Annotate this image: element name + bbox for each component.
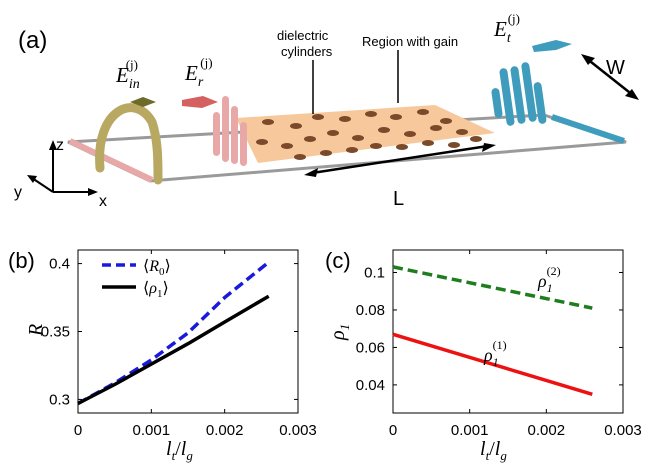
cylinder bbox=[417, 109, 429, 115]
gain-region bbox=[236, 105, 495, 163]
series-label-rho1-2: ρ1(2) bbox=[537, 264, 561, 295]
cylinder bbox=[294, 154, 306, 160]
panel-c-tag: (c) bbox=[325, 248, 351, 273]
field-t-label: Et(j) bbox=[493, 11, 520, 46]
cylinder bbox=[404, 131, 416, 137]
field-r-label: Er(j) bbox=[184, 55, 213, 90]
cylinder bbox=[378, 127, 390, 133]
length-label: L bbox=[393, 188, 404, 210]
reflected-arrow-icon bbox=[182, 96, 218, 108]
series-line-1 bbox=[77, 294, 270, 406]
cylinder bbox=[339, 116, 351, 122]
y-tick-label: 0.08 bbox=[356, 302, 385, 319]
y-tick-label: 0.06 bbox=[356, 339, 385, 356]
cylinder bbox=[320, 150, 332, 156]
axis-z-label: z bbox=[56, 137, 64, 154]
series-line-1 bbox=[392, 332, 593, 396]
cylinder bbox=[290, 123, 302, 129]
cylinder bbox=[352, 135, 364, 141]
axis-x-label: x bbox=[99, 193, 107, 210]
width-label: W bbox=[606, 57, 625, 79]
x-tick-label: 0.003 bbox=[279, 422, 317, 439]
panel-b: (b) 0 0.001 0.002 0.003 0.3 0.35 0.4 ⟨R0⟩ ⟨ρ1… bbox=[8, 248, 317, 463]
x-tick-label: 0.003 bbox=[604, 422, 642, 439]
chart-c-xticks: 0 0.001 0.002 0.003 bbox=[389, 250, 642, 439]
cylinder bbox=[346, 147, 358, 153]
cylinder bbox=[390, 114, 402, 120]
dielectric-label-line2: cylinders bbox=[281, 44, 333, 59]
reflected-wave bbox=[213, 96, 247, 166]
chart-c-xlabel: lt/lg bbox=[480, 438, 507, 463]
x-tick-label: 0.001 bbox=[451, 422, 489, 439]
chart-b-legend: ⟨R0⟩ ⟨ρ1⟩ bbox=[102, 258, 171, 300]
y-tick-label: 0.3 bbox=[49, 391, 70, 408]
cylinder bbox=[365, 111, 377, 117]
y-tick-label: 0.1 bbox=[364, 264, 385, 281]
cylinder bbox=[304, 136, 316, 142]
x-tick-label: 0 bbox=[74, 422, 82, 439]
chart-c-series bbox=[392, 265, 593, 396]
axis-y-label: y bbox=[14, 184, 22, 201]
transmitted-wave bbox=[491, 62, 547, 126]
chart-b-xlabel: lt/lg bbox=[166, 438, 193, 463]
chart-c-frame bbox=[392, 249, 624, 414]
panel-a: (a) bbox=[14, 11, 639, 210]
chart-b-frame bbox=[77, 249, 299, 414]
dielectric-cylinders bbox=[256, 109, 482, 160]
cylinder bbox=[440, 118, 452, 124]
chart-c-ylabel: ρ1 bbox=[327, 324, 352, 341]
cylinder bbox=[262, 119, 274, 125]
panel-b-tag: (b) bbox=[8, 248, 35, 273]
output-edge bbox=[551, 114, 625, 144]
series-line-0 bbox=[392, 265, 593, 310]
panel-a-tag: (a) bbox=[18, 27, 47, 54]
cylinder bbox=[370, 143, 382, 149]
x-tick-label: 0 bbox=[389, 422, 397, 439]
cylinder bbox=[430, 125, 442, 131]
y-tick-label: 0.04 bbox=[356, 377, 385, 394]
cylinder bbox=[422, 140, 434, 146]
cylinder bbox=[281, 143, 293, 149]
cylinder bbox=[396, 144, 408, 150]
width-arrow bbox=[581, 54, 639, 100]
chart-b-xticks: 0 0.001 0.002 0.003 bbox=[74, 250, 317, 439]
y-tick-label: 0.35 bbox=[41, 324, 70, 341]
cylinder bbox=[256, 139, 268, 145]
cylinder bbox=[448, 142, 460, 148]
length-arrow bbox=[304, 143, 496, 177]
chart-c-yticks: 0.04 0.06 0.08 0.1 bbox=[356, 264, 623, 394]
incident-wave bbox=[95, 103, 163, 185]
chart-b-series bbox=[77, 260, 270, 406]
cylinder bbox=[470, 136, 482, 142]
series-line-0 bbox=[77, 260, 270, 406]
input-edge bbox=[68, 138, 154, 183]
field-in-label: Ein(j) bbox=[115, 57, 140, 92]
x-tick-label: 0.002 bbox=[528, 422, 566, 439]
series-label-rho1-1: ρ1(1) bbox=[483, 338, 507, 369]
cylinder bbox=[456, 129, 468, 135]
x-tick-label: 0.002 bbox=[206, 422, 244, 439]
x-tick-label: 0.001 bbox=[133, 422, 171, 439]
chart-b-ylabel: R bbox=[25, 324, 47, 337]
dielectric-label-line1: dielectric bbox=[277, 28, 329, 43]
chart-b-yticks: 0.3 0.35 0.4 bbox=[41, 256, 298, 408]
legend-label-rho1: ⟨ρ1⟩ bbox=[143, 280, 169, 300]
legend-label-r0: ⟨R0⟩ bbox=[143, 258, 171, 278]
y-tick-label: 0.4 bbox=[49, 256, 70, 273]
gain-label: Region with gain bbox=[362, 34, 458, 49]
transmitted-arrow-icon bbox=[532, 40, 572, 52]
axis-triad: z y x bbox=[14, 137, 107, 210]
cylinder bbox=[327, 130, 339, 136]
panel-c: (c) 0 0.001 0.002 0.003 0.04 0.06 0.08 0.1 ρ1(… bbox=[325, 248, 642, 463]
incident-arrow-icon bbox=[130, 97, 156, 107]
cylinder bbox=[312, 114, 324, 120]
